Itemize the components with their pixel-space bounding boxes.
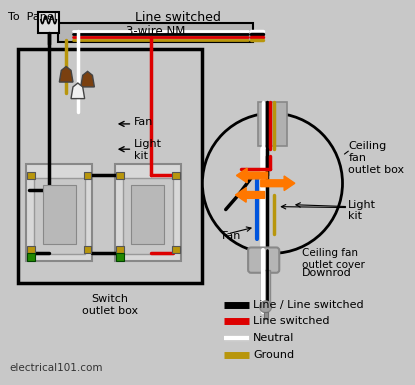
Bar	[116, 253, 124, 261]
Bar	[172, 172, 180, 179]
Text: Switch
outlet box: Switch outlet box	[82, 294, 138, 316]
Text: Light
kit: Light kit	[134, 139, 162, 161]
Bar	[132, 185, 164, 244]
FancyBboxPatch shape	[248, 248, 279, 273]
Bar	[59, 23, 253, 42]
FancyArrow shape	[261, 176, 295, 191]
Bar	[258, 102, 287, 146]
Text: electrical101.com: electrical101.com	[10, 363, 103, 373]
Bar	[264, 312, 268, 320]
Text: Downrod: Downrod	[302, 268, 352, 278]
Bar	[84, 172, 91, 179]
Bar	[122, 178, 173, 254]
Circle shape	[203, 113, 342, 253]
Bar	[43, 185, 76, 244]
Circle shape	[260, 301, 271, 313]
Polygon shape	[81, 71, 94, 87]
Text: To  Panel: To Panel	[8, 12, 57, 22]
Text: Ground: Ground	[253, 350, 294, 360]
Bar	[17, 49, 203, 283]
Bar	[26, 164, 93, 261]
Bar	[116, 246, 124, 253]
Bar	[27, 172, 35, 179]
Polygon shape	[71, 83, 85, 99]
Bar	[116, 172, 124, 179]
Text: Line switched: Line switched	[253, 316, 330, 326]
Polygon shape	[59, 67, 73, 82]
Bar	[172, 246, 180, 253]
Text: Line switched: Line switched	[135, 11, 221, 24]
Bar	[27, 246, 35, 253]
Bar	[261, 270, 271, 304]
Text: Neutral: Neutral	[253, 333, 294, 343]
Text: Fan: Fan	[222, 231, 241, 241]
Bar	[84, 246, 91, 253]
Text: Line / Line switched: Line / Line switched	[253, 300, 364, 310]
Text: Light
kit: Light kit	[348, 200, 376, 221]
FancyArrow shape	[235, 187, 265, 202]
Text: Fan: Fan	[134, 117, 154, 127]
Text: Ceiling
fan
outlet box: Ceiling fan outlet box	[348, 141, 405, 175]
Text: Ceiling fan
outlet cover: Ceiling fan outlet cover	[302, 248, 364, 270]
Bar	[34, 178, 85, 254]
Bar	[115, 164, 181, 261]
Text: 3-wire NM: 3-wire NM	[126, 25, 186, 38]
Bar	[27, 253, 35, 261]
FancyArrow shape	[237, 168, 268, 183]
Bar	[38, 12, 59, 33]
